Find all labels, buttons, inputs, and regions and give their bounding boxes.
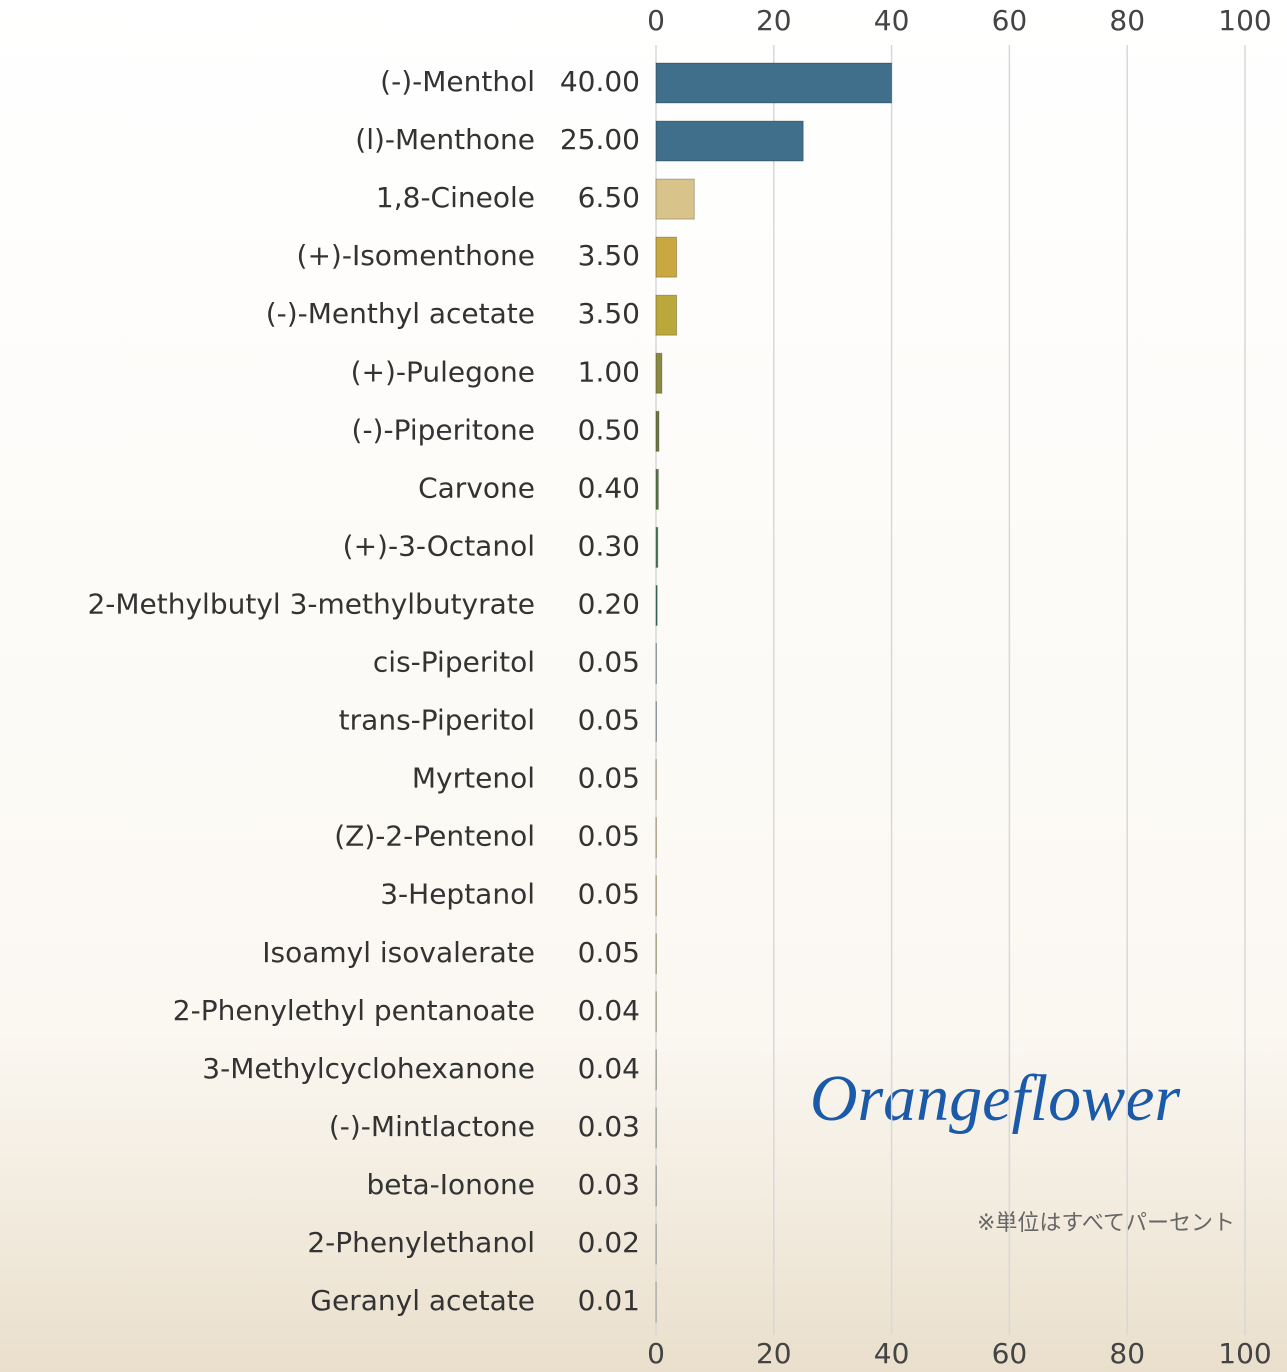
category-label: Geranyl acetate [310,1284,535,1317]
category-label: 2-Phenylethyl pentanoate [173,994,535,1027]
value-label: 0.04 [578,994,640,1027]
value-label: 0.30 [578,529,640,562]
value-label: 1.00 [578,355,640,388]
category-label: beta-Ionone [367,1168,535,1201]
value-label: 0.05 [578,762,640,795]
value-label: 0.05 [578,820,640,853]
category-label: (+)-Isomenthone [297,239,535,272]
value-label: 0.05 [578,878,640,911]
category-label: Carvone [418,471,535,504]
category-label: (+)-3-Octanol [343,529,535,562]
bar [656,585,657,625]
value-label: 0.50 [578,413,640,446]
x-tick-label-bottom: 20 [756,1337,792,1370]
bar [656,411,659,451]
category-label: (-)-Menthol [380,65,535,98]
x-tick-label-bottom: 80 [1109,1337,1145,1370]
logo: Orangeflower [810,1062,1181,1135]
value-label: 0.05 [578,704,640,737]
x-tick-label-top: 20 [756,4,792,37]
bar [656,469,658,509]
x-tick-label-top: 80 [1109,4,1145,37]
bar [656,121,803,161]
value-label: 0.05 [578,936,640,969]
bar [656,295,677,335]
value-label: 0.01 [578,1284,640,1317]
value-label: 0.04 [578,1052,640,1085]
category-label: (Z)-2-Pentenol [334,820,535,853]
chart: Orangeflower ※単位はすべてパーセント 0 0 20 20 40 40 60 60… [0,0,1287,1372]
value-label: 0.40 [578,471,640,504]
bar [656,179,694,219]
bar [656,237,677,277]
bar [656,63,892,103]
category-label: (+)-Pulegone [351,355,535,388]
category-label: (-)-Mintlactone [329,1110,535,1143]
category-label: Isoamyl isovalerate [262,936,535,969]
category-label: (-)-Piperitone [352,413,535,446]
category-label: (l)-Menthone [355,123,535,156]
x-tick-label-top: 40 [874,4,910,37]
value-label: 3.50 [578,239,640,272]
value-label: 6.50 [578,181,640,214]
category-label: 1,8-Cineole [376,181,535,214]
value-label: 0.20 [578,587,640,620]
x-tick-label-bottom: 100 [1218,1337,1271,1370]
value-label: 40.00 [560,65,640,98]
x-tick-label-top: 100 [1218,4,1271,37]
bar [656,353,662,393]
unit-note: ※単位はすべてパーセント [977,1211,1235,1236]
category-label: Myrtenol [412,762,535,795]
value-label: 0.03 [578,1168,640,1201]
bar [656,527,658,567]
category-label: 2-Methylbutyl 3-methylbutyrate [87,587,535,620]
category-label: 3-Heptanol [380,878,535,911]
category-label: cis-Piperitol [373,646,535,679]
value-label: 3.50 [578,297,640,330]
x-tick-label-bottom: 40 [874,1337,910,1370]
value-label: 0.05 [578,646,640,679]
x-tick-label-bottom: 60 [992,1337,1028,1370]
value-label: 0.02 [578,1226,640,1259]
x-tick-label-bottom: 0 [647,1337,665,1370]
category-label: 2-Phenylethanol [307,1226,535,1259]
x-tick-label-top: 0 [647,4,665,37]
page: {"chart_data": {"type": "barh", "categor… [0,0,1287,1372]
category-label: (-)-Menthyl acetate [266,297,535,330]
value-label: 0.03 [578,1110,640,1143]
category-label: trans-Piperitol [339,704,535,737]
value-label: 25.00 [560,123,640,156]
category-label: 3-Methylcyclohexanone [202,1052,535,1085]
x-tick-label-top: 60 [992,4,1028,37]
background [0,0,1287,1372]
